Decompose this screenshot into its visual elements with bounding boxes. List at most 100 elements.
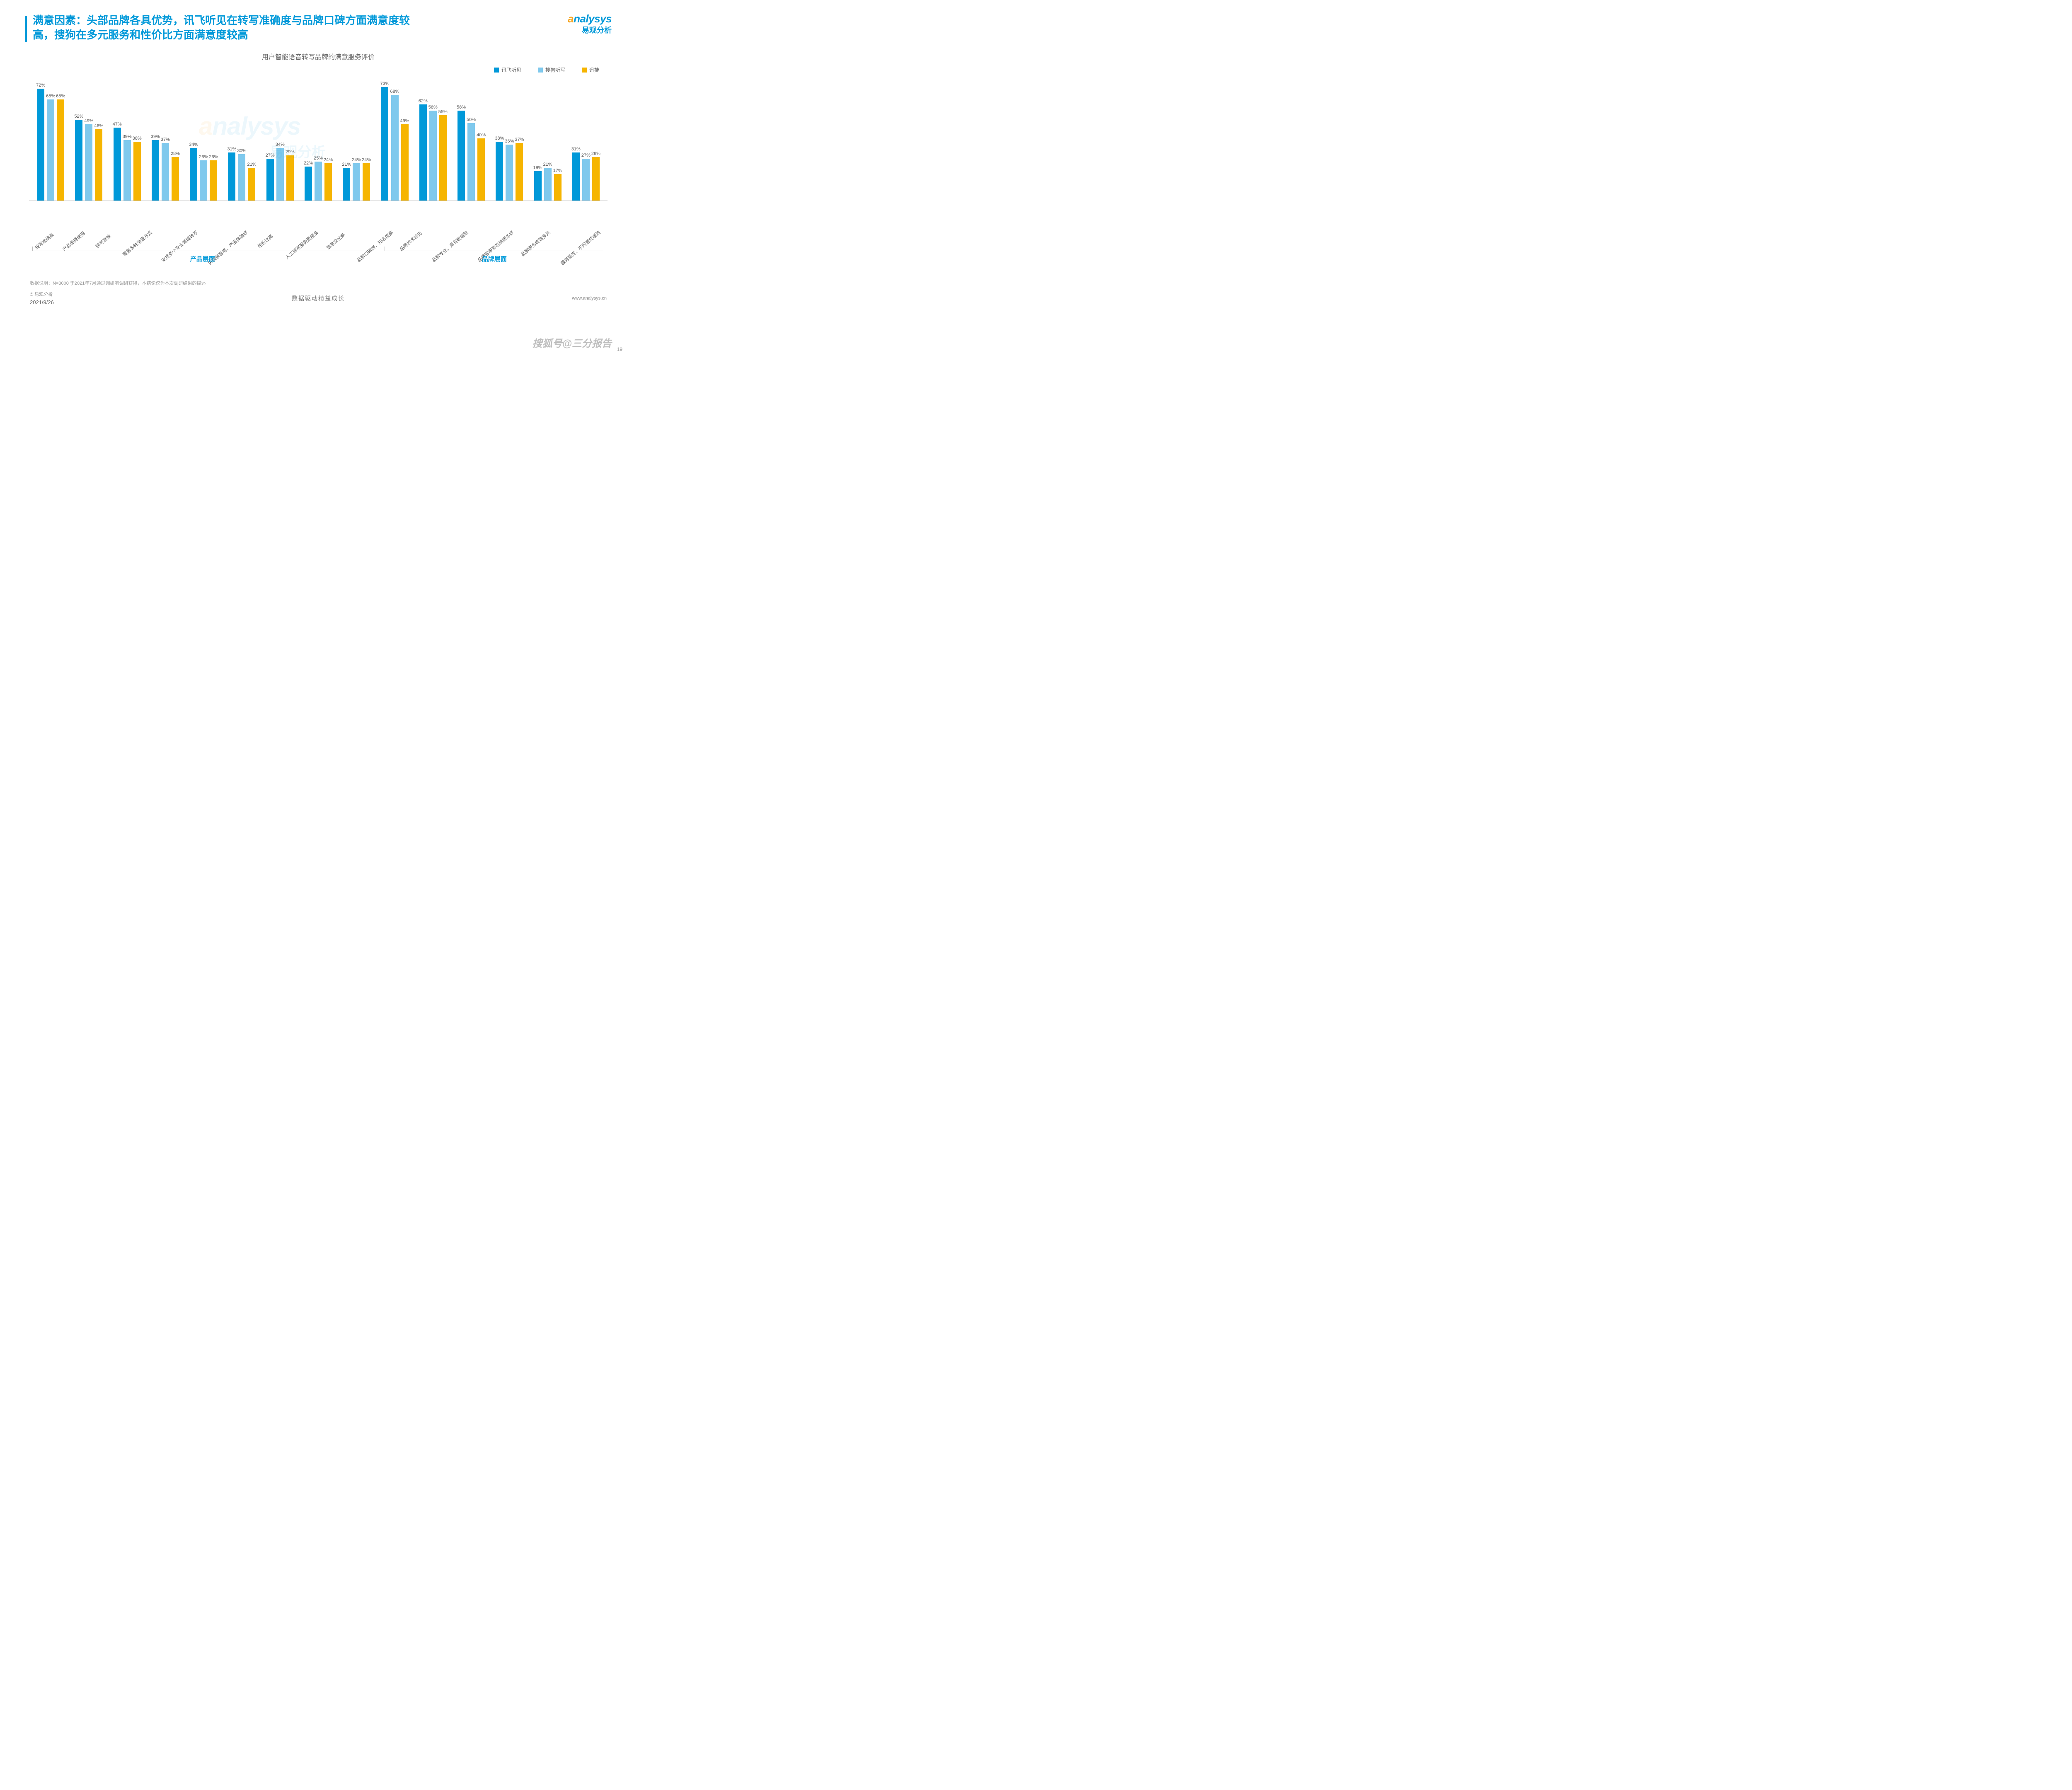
bar-value-label: 21% — [543, 162, 552, 167]
bar: 24% — [362, 157, 371, 201]
bar: 49% — [84, 119, 93, 201]
section-label: 品牌层面 — [482, 254, 507, 263]
section-bracket: 品牌层面 — [376, 251, 608, 271]
bar: 73% — [380, 81, 389, 201]
bar-value-label: 31% — [227, 147, 236, 152]
bar-rect — [401, 124, 409, 201]
bar-value-label: 58% — [457, 105, 466, 110]
bar: 22% — [304, 161, 313, 201]
data-footnote: 数据说明：N=3000 于2021年7月通过调研吧调研获得，本结论仅为本次调研结… — [30, 280, 612, 286]
footer: © 易观分析 2021/9/26 数据驱动精益成长 www.analysys.c… — [25, 289, 612, 305]
bar: 46% — [94, 123, 103, 201]
bar-group: 39%37%28% — [146, 134, 184, 201]
logo-glyph-a: a — [568, 12, 574, 25]
source-watermark: 搜狐号@三分报告 — [533, 335, 612, 350]
bar-rect — [200, 160, 207, 201]
bar-value-label: 24% — [352, 157, 361, 162]
bar-rect — [133, 142, 141, 201]
bar-rect — [419, 104, 427, 201]
bar: 21% — [342, 162, 351, 201]
bar-value-label: 22% — [304, 161, 313, 166]
bar: 31% — [571, 147, 581, 201]
bar: 21% — [543, 162, 552, 201]
page-number: 19 — [617, 346, 622, 352]
bar-rect — [162, 143, 169, 201]
section-brackets: 产品层面 品牌层面 — [29, 251, 608, 271]
legend-label: 搜狗听写 — [545, 66, 565, 73]
bar-value-label: 34% — [189, 142, 198, 147]
bar-group: 47%39%38% — [108, 122, 146, 201]
bar-value-label: 26% — [209, 155, 218, 160]
bar-rect — [152, 140, 159, 201]
page-title: 满意因素：头部品牌各具优势，讯飞听见在转写准确度与品牌口碑方面满意度较高，搜狗在… — [33, 13, 426, 42]
legend-item: 搜狗听写 — [538, 66, 565, 73]
bar-group: 72%65%65% — [31, 83, 70, 201]
bar: 34% — [189, 142, 198, 201]
bar: 52% — [74, 114, 83, 201]
bar-value-label: 65% — [46, 94, 55, 99]
bar-value-label: 49% — [84, 119, 93, 123]
bar: 58% — [428, 105, 438, 201]
bar-value-label: 30% — [237, 148, 246, 153]
watermark-logo-sub: 易观分析 — [269, 141, 326, 161]
bar-rect — [47, 99, 54, 201]
section-label: 产品层面 — [190, 254, 215, 263]
bar-rect — [516, 143, 523, 201]
legend-swatch — [494, 68, 499, 73]
bar-rect — [477, 138, 485, 201]
bar-value-label: 17% — [553, 168, 562, 173]
bar-rect — [172, 157, 179, 201]
bar-rect — [95, 129, 102, 201]
bar-rect — [506, 145, 513, 201]
footer-center: 数据驱动精益成长 — [0, 294, 637, 302]
bar-rect — [572, 152, 580, 201]
chart-legend: 讯飞听见搜狗听写迅捷 — [25, 66, 599, 73]
bar-rect — [123, 140, 131, 201]
bar-rect — [37, 89, 44, 201]
bar: 27% — [581, 153, 591, 201]
bar: 21% — [247, 162, 256, 201]
bar-value-label: 39% — [123, 134, 132, 139]
bar: 28% — [171, 151, 180, 201]
bar: 17% — [553, 168, 562, 201]
bar: 31% — [227, 147, 236, 201]
bar: 47% — [113, 122, 122, 201]
bar: 28% — [591, 151, 600, 201]
bar: 37% — [515, 137, 524, 201]
bar: 62% — [419, 99, 428, 201]
bar-rect — [248, 168, 255, 201]
title-block: 满意因素：头部品牌各具优势，讯飞听见在转写准确度与品牌口碑方面满意度较高，搜狗在… — [25, 13, 612, 42]
bar-rect — [496, 142, 503, 201]
legend-item: 讯飞听见 — [494, 66, 521, 73]
bar-value-label: 62% — [419, 99, 428, 104]
bar-value-label: 40% — [477, 133, 486, 138]
bar: 65% — [46, 94, 55, 201]
bar-value-label: 36% — [505, 139, 514, 144]
bar-group: 62%58%55% — [414, 99, 452, 201]
bar: 24% — [324, 157, 333, 201]
bar-rect — [457, 111, 465, 201]
bar-value-label: 50% — [467, 117, 476, 122]
bar-value-label: 39% — [151, 134, 160, 139]
bar: 39% — [123, 134, 132, 201]
legend-swatch — [582, 68, 587, 73]
bar: 38% — [133, 136, 142, 201]
bar-rect — [381, 87, 388, 201]
bar-group: 21%24%24% — [337, 157, 375, 201]
bar-group: 34%26%26% — [184, 142, 223, 201]
bar-rect — [467, 123, 475, 201]
legend-label: 讯飞听见 — [501, 66, 521, 73]
bar-rect — [114, 128, 121, 201]
bar-value-label: 58% — [428, 105, 438, 110]
bar-value-label: 19% — [533, 165, 542, 170]
bar-value-label: 21% — [342, 162, 351, 167]
bar-rect — [210, 160, 217, 201]
title-accent-bar — [25, 16, 27, 42]
bar-group: 58% 50% 40% — [452, 105, 490, 201]
bar: 72% — [36, 83, 45, 201]
bar-value-label: 46% — [94, 123, 103, 128]
bar: 24% — [352, 157, 361, 201]
bar-rect — [266, 159, 274, 201]
bar-rect — [315, 162, 322, 201]
bar-rect — [582, 159, 590, 201]
